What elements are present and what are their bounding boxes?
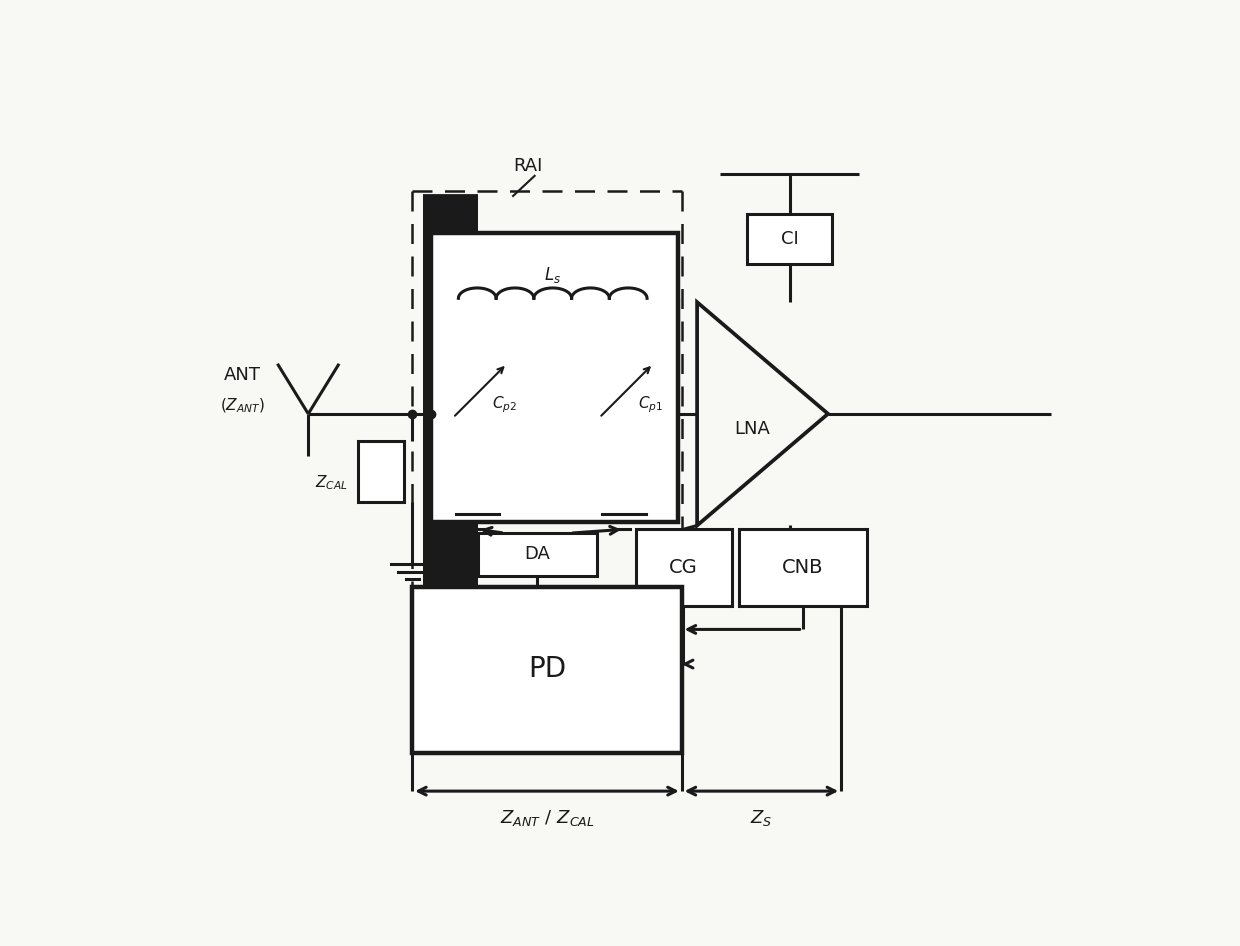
Text: $Z_S$: $Z_S$: [750, 808, 773, 828]
Text: CG: CG: [668, 558, 698, 577]
Text: $C_{p2}$: $C_{p2}$: [491, 394, 517, 415]
Text: $L_s$: $L_s$: [544, 265, 562, 286]
Text: ANT: ANT: [224, 366, 262, 384]
Text: LNA: LNA: [734, 420, 770, 438]
Text: DA: DA: [525, 545, 549, 563]
Text: $Z_{ANT}\ /\ Z_{CAL}$: $Z_{ANT}\ /\ Z_{CAL}$: [500, 808, 594, 828]
Bar: [432, 233, 678, 521]
Text: $Z_{CAL}$: $Z_{CAL}$: [315, 474, 347, 493]
Text: RAI: RAI: [513, 157, 542, 175]
Text: CI: CI: [781, 230, 799, 248]
Text: CNB: CNB: [782, 558, 823, 577]
Bar: [739, 530, 867, 606]
Bar: [358, 441, 404, 502]
Bar: [477, 534, 596, 575]
Bar: [748, 214, 832, 264]
Bar: [412, 587, 682, 753]
Text: $C_{p1}$: $C_{p1}$: [637, 394, 663, 415]
Text: $(Z_{ANT})$: $(Z_{ANT})$: [221, 397, 265, 415]
Bar: [635, 530, 732, 606]
Text: PD: PD: [528, 656, 565, 683]
